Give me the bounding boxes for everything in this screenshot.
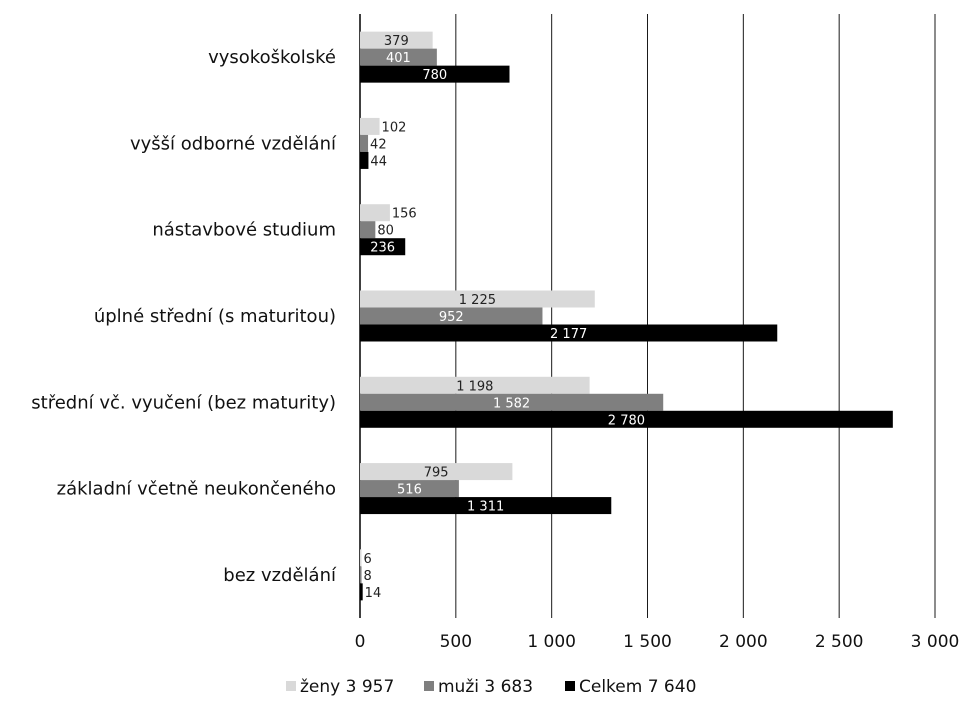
- bar: [360, 549, 362, 567]
- bars: [360, 31, 893, 601]
- x-tick-label: 3 000: [911, 632, 960, 652]
- bar: [360, 583, 363, 601]
- category-label: nástavbové studium: [152, 220, 336, 241]
- bar: [360, 463, 513, 481]
- bar: [360, 497, 612, 515]
- x-tick-label: 500: [440, 632, 472, 652]
- data-label: 1 582: [493, 396, 530, 411]
- category-label: úplné střední (s maturitou): [94, 306, 336, 327]
- bar: [360, 65, 510, 83]
- legend-label: ženy 3 957: [300, 677, 394, 697]
- legend-label: muži 3 683: [438, 677, 533, 697]
- data-label: 102: [382, 120, 407, 135]
- data-label: 379: [384, 34, 409, 49]
- legend-label: Celkem 7 640: [579, 677, 696, 697]
- x-tick-label: 2 000: [719, 632, 768, 652]
- legend-swatch: [565, 681, 575, 691]
- category-label: střední vč. vyučení (bez maturity): [31, 392, 336, 413]
- data-label: 14: [365, 586, 382, 601]
- data-label: 516: [397, 483, 422, 498]
- data-label: 401: [386, 51, 411, 66]
- x-tick-label: 1 500: [623, 632, 672, 652]
- category-labels: vysokoškolské vyšší odborné vzdělání násta…: [31, 47, 337, 586]
- bar: [360, 134, 369, 152]
- data-label: 156: [392, 207, 417, 222]
- data-label: 1 311: [467, 500, 504, 515]
- bar: [360, 31, 433, 49]
- bar: [360, 48, 437, 66]
- x-tick-label: 1 000: [527, 632, 576, 652]
- legend-swatch: [424, 681, 434, 691]
- bar: [360, 238, 406, 256]
- bar: [360, 376, 590, 394]
- data-label: 1 225: [459, 293, 496, 308]
- data-label: 44: [370, 154, 387, 169]
- x-tick-label: 2 500: [815, 632, 864, 652]
- category-label: základní včetně neukončeného: [57, 479, 336, 500]
- data-label: 1 198: [456, 379, 493, 394]
- legend: ženy 3 957 muži 3 683 Celkem 7 640: [286, 677, 696, 697]
- data-label: 8: [364, 569, 372, 584]
- category-label: bez vzdělání: [223, 565, 337, 586]
- data-labels: 379 401 780 102 42 44 156 80 236 1 225 952 2 177 1 1…: [364, 34, 646, 601]
- data-label: 236: [370, 241, 395, 256]
- bar: [360, 221, 376, 239]
- x-tick-label: 0: [355, 632, 366, 652]
- data-label: 780: [422, 68, 447, 83]
- bar: [360, 324, 778, 342]
- bar: [360, 290, 595, 308]
- data-label: 6: [364, 552, 372, 567]
- data-label: 2 780: [608, 413, 645, 428]
- data-label: 2 177: [550, 327, 587, 342]
- data-label: 80: [377, 224, 394, 239]
- bar: [360, 410, 893, 428]
- data-label: 952: [439, 310, 464, 325]
- category-label: vyšší odborné vzdělání: [130, 133, 337, 154]
- x-axis-tick-labels: 0 500 1 000 1 500 2 000 2 500 3 000: [355, 632, 960, 652]
- bar: [360, 307, 543, 325]
- legend-swatch: [286, 681, 296, 691]
- bar: [360, 117, 380, 135]
- data-label: 42: [370, 137, 387, 152]
- gridlines: [359, 14, 936, 618]
- bar: [360, 204, 390, 222]
- bar: [360, 151, 369, 169]
- data-label: 795: [424, 466, 449, 481]
- bar: [360, 393, 664, 411]
- category-label: vysokoškolské: [208, 47, 336, 68]
- bar: [360, 480, 459, 498]
- bar: [360, 566, 362, 584]
